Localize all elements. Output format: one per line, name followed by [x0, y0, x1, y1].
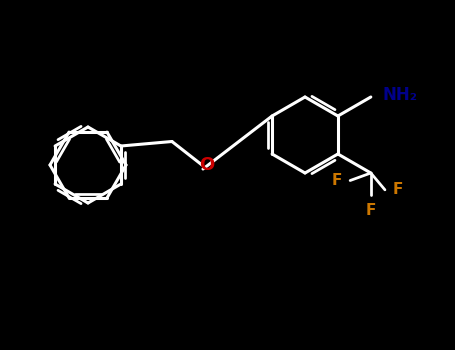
Text: NH₂: NH₂ — [383, 86, 418, 104]
Text: F: F — [393, 182, 403, 197]
Text: F: F — [366, 203, 376, 218]
Text: F: F — [332, 173, 342, 188]
Text: O: O — [199, 156, 215, 174]
